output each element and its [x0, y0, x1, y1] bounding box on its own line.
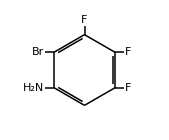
- Text: F: F: [125, 47, 132, 57]
- Text: F: F: [125, 83, 132, 93]
- Text: Br: Br: [32, 47, 44, 57]
- Text: F: F: [81, 15, 88, 24]
- Text: H₂N: H₂N: [22, 83, 44, 93]
